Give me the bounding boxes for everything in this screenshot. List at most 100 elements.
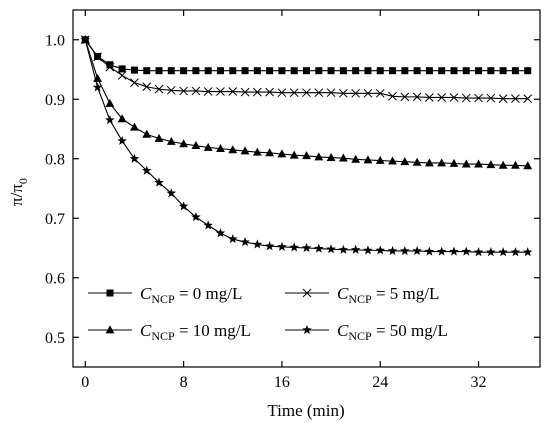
data-point-square xyxy=(303,67,310,75)
data-point-square xyxy=(413,67,421,75)
data-point-square xyxy=(327,67,335,75)
legend-rest: = 5 mg/L xyxy=(372,284,440,303)
data-point-cross xyxy=(400,92,410,102)
data-point-star xyxy=(129,153,140,163)
data-point-square xyxy=(130,66,138,74)
data-point-triangle xyxy=(179,139,189,148)
legend-symbol: C xyxy=(337,321,349,340)
series-triangle xyxy=(80,35,533,170)
data-point-cross xyxy=(216,87,225,96)
data-point-square xyxy=(180,67,188,75)
data-point-star xyxy=(215,228,226,238)
data-point-square xyxy=(401,67,409,75)
data-point-triangle xyxy=(105,325,115,334)
legend-subscript: NCP xyxy=(151,292,175,306)
data-point-cross xyxy=(142,82,152,92)
data-point-star xyxy=(191,212,201,222)
data-point-triangle xyxy=(523,161,533,170)
data-point-triangle xyxy=(265,148,275,157)
data-point-triangle xyxy=(314,152,324,161)
data-point-square xyxy=(106,61,114,69)
x-tick-label: 8 xyxy=(180,374,188,391)
data-point-cross xyxy=(486,93,496,103)
legend-subscript: NCP xyxy=(348,329,372,343)
data-point-cross xyxy=(252,87,262,97)
legend-label: CNCP = 0 mg/L xyxy=(140,284,242,306)
data-point-square xyxy=(278,67,286,75)
data-point-square xyxy=(167,67,175,75)
data-point-triangle xyxy=(191,141,201,150)
data-point-triangle xyxy=(375,155,385,164)
data-point-triangle xyxy=(412,157,422,166)
data-point-star xyxy=(522,247,533,257)
legend-item: CNCP = 5 mg/L xyxy=(285,284,439,306)
x-tick-label: 24 xyxy=(372,374,388,391)
data-point-star xyxy=(166,188,177,198)
data-point-star xyxy=(92,82,103,92)
data-point-square xyxy=(118,65,126,73)
data-point-square xyxy=(462,67,470,75)
data-point-cross xyxy=(425,93,434,102)
data-point-star xyxy=(228,234,238,244)
data-point-triangle xyxy=(277,149,287,158)
data-point-triangle xyxy=(511,160,520,169)
data-point-cross xyxy=(314,88,324,98)
data-point-star xyxy=(363,245,373,255)
data-point-square xyxy=(216,67,224,75)
data-point-triangle xyxy=(461,159,471,168)
data-point-square xyxy=(229,67,237,75)
data-point-cross xyxy=(326,88,336,98)
data-point-star xyxy=(436,246,447,256)
data-point-square xyxy=(425,67,433,75)
data-point-cross xyxy=(166,85,176,95)
data-point-cross xyxy=(179,86,188,96)
data-point-square xyxy=(524,67,532,75)
data-point-square xyxy=(376,67,384,75)
data-point-triangle xyxy=(105,98,115,107)
data-point-triangle xyxy=(388,156,397,165)
data-point-square xyxy=(339,67,347,75)
legend-rest: = 50 mg/L xyxy=(372,321,448,340)
data-point-triangle xyxy=(228,145,238,154)
data-point-triangle xyxy=(424,158,434,167)
y-axis-title: π/π0 xyxy=(7,178,30,206)
data-point-triangle xyxy=(252,147,262,156)
data-point-cross xyxy=(351,88,361,98)
legend-label: CNCP = 10 mg/L xyxy=(140,321,251,343)
data-point-cross xyxy=(228,87,238,96)
data-point-triangle xyxy=(400,157,410,166)
legend-rest: = 0 mg/L xyxy=(175,284,243,303)
data-point-star xyxy=(141,165,152,175)
series-line xyxy=(84,39,528,167)
data-point-cross xyxy=(498,94,508,104)
data-point-star xyxy=(412,245,422,256)
data-point-cross xyxy=(302,88,311,98)
legend-symbol: C xyxy=(140,284,152,303)
y-tick-label: 1.0 xyxy=(45,32,65,49)
data-point-cross xyxy=(388,91,397,101)
data-point-star xyxy=(375,245,385,255)
axis-ticks: 0 8 16 24 32 0.5 0.6 0.7 0.8 0.9 1.0 xyxy=(45,10,540,391)
data-point-triangle xyxy=(117,114,127,123)
data-point-star xyxy=(486,247,496,257)
data-point-star xyxy=(498,247,508,257)
data-point-star xyxy=(277,241,287,251)
data-point-cross xyxy=(130,78,139,87)
data-point-cross xyxy=(105,62,115,72)
series-star xyxy=(80,34,533,257)
legend-label: CNCP = 5 mg/L xyxy=(337,284,439,306)
data-point-star xyxy=(302,325,312,335)
data-point-triangle xyxy=(437,158,447,167)
data-point-square xyxy=(266,67,274,75)
data-point-cross xyxy=(375,88,385,98)
legend-symbol: C xyxy=(140,321,152,340)
data-point-triangle xyxy=(203,142,213,151)
data-point-triangle xyxy=(166,136,176,145)
data-point-cross xyxy=(437,93,447,102)
data-point-star xyxy=(387,245,398,256)
data-point-star xyxy=(326,244,336,254)
y-axis-title-subscript: 0 xyxy=(16,178,30,184)
data-point-star xyxy=(203,220,213,230)
data-point-cross xyxy=(240,87,250,97)
